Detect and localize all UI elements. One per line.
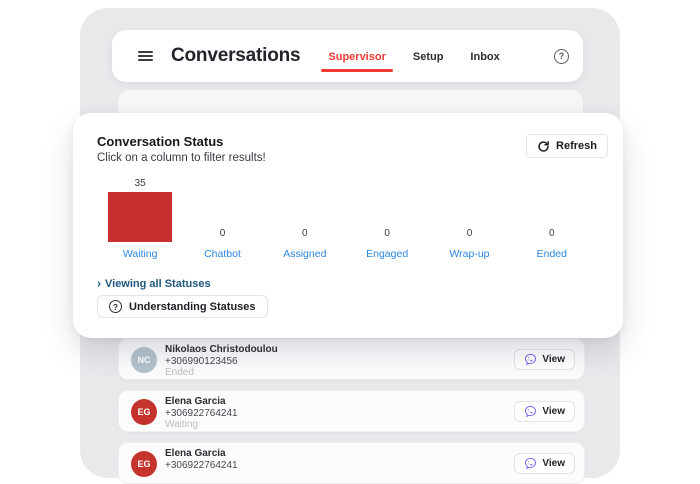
avatar: NC [131, 347, 157, 373]
bar-value-label: 35 [134, 178, 146, 189]
refresh-button[interactable]: Refresh [526, 134, 608, 158]
status-label: Waiting [165, 419, 198, 430]
category-label[interactable]: Wrap-up [449, 248, 490, 260]
conversation-list-item[interactable]: EG Elena Garcia +306922764241 View [118, 442, 585, 484]
view-button-label: View [542, 354, 565, 365]
question-circle-icon: ? [109, 300, 122, 313]
bar-value-label: 0 [549, 228, 555, 239]
page-title: Conversations [171, 45, 301, 66]
conversation-info: Nikolaos Christodoulou +306990123456 End… [165, 344, 278, 379]
contact-phone: +306922764241 [165, 407, 238, 419]
status-bar-chart: 35 Waiting 0 Chatbot 0 Assigned 0 Engaged 0 Wrap-… [99, 174, 593, 260]
view-button-label: View [542, 406, 565, 417]
chart-column-chatbot[interactable]: 0 Chatbot [181, 174, 263, 260]
contact-phone: +306922764241 [165, 459, 238, 471]
chart-column-waiting[interactable]: 35 Waiting [99, 174, 181, 260]
chart-column-engaged[interactable]: 0 Engaged [346, 174, 428, 260]
refresh-icon [537, 140, 550, 153]
refresh-button-label: Refresh [556, 140, 597, 152]
view-button[interactable]: View [514, 349, 575, 370]
card-subtitle: Click on a column to filter results! [97, 152, 266, 164]
contact-name: Elena Garcia [165, 396, 226, 407]
top-navigation-bar: Conversations Supervisor Setup Inbox ? [112, 30, 583, 82]
conversation-info: Elena Garcia +306922764241 [165, 448, 238, 471]
viewing-all-statuses-link[interactable]: › Viewing all Statuses [97, 277, 211, 291]
conversation-list-item[interactable]: NC Nikolaos Christodoulou +306990123456 … [118, 338, 585, 380]
bar-value-label: 0 [302, 228, 308, 239]
category-label[interactable]: Assigned [283, 248, 327, 260]
tab-setup[interactable]: Setup [412, 51, 444, 63]
category-label[interactable]: Ended [536, 248, 567, 260]
chart-column-assigned[interactable]: 0 Assigned [264, 174, 346, 260]
help-icon[interactable]: ? [554, 48, 569, 64]
category-label[interactable]: Waiting [122, 248, 158, 260]
tab-bar: Supervisor Setup Inbox [321, 51, 500, 72]
bar-value-label: 0 [219, 228, 226, 239]
contact-name: Nikolaos Christodoulou [165, 344, 278, 355]
category-label[interactable]: Chatbot [204, 248, 241, 260]
chart-column-wrap-up[interactable]: 0 Wrap-up [428, 174, 510, 260]
chevron-right-icon: › [97, 276, 101, 291]
status-label: Ended [165, 367, 194, 378]
category-label[interactable]: Engaged [366, 248, 409, 260]
avatar: EG [131, 399, 157, 425]
bar[interactable] [108, 192, 173, 242]
conversation-info: Elena Garcia +306922764241 Waiting [165, 396, 238, 431]
card-title: Conversation Status [97, 134, 224, 149]
understanding-button-label: Understanding Statuses [129, 300, 256, 313]
conversation-list-item[interactable]: EG Elena Garcia +306922764241 Waiting Vi… [118, 390, 585, 432]
chart-column-ended[interactable]: 0 Ended [511, 174, 593, 260]
viber-icon [524, 353, 537, 366]
avatar: EG [131, 451, 157, 477]
tab-supervisor[interactable]: Supervisor [321, 51, 394, 72]
conversation-status-card: Conversation Status Click on a column to… [73, 113, 623, 338]
contact-name: Elena Garcia [165, 448, 226, 459]
bar-value-label: 0 [466, 228, 473, 239]
understanding-statuses-button[interactable]: ? Understanding Statuses [97, 295, 268, 318]
viber-icon [524, 405, 537, 418]
tab-inbox[interactable]: Inbox [470, 51, 500, 63]
viewing-link-label: Viewing all Statuses [105, 278, 211, 290]
view-button[interactable]: View [514, 401, 575, 422]
bar-value-label: 0 [384, 228, 390, 239]
hamburger-menu-icon[interactable] [138, 50, 153, 62]
contact-phone: +306990123456 [165, 355, 238, 367]
